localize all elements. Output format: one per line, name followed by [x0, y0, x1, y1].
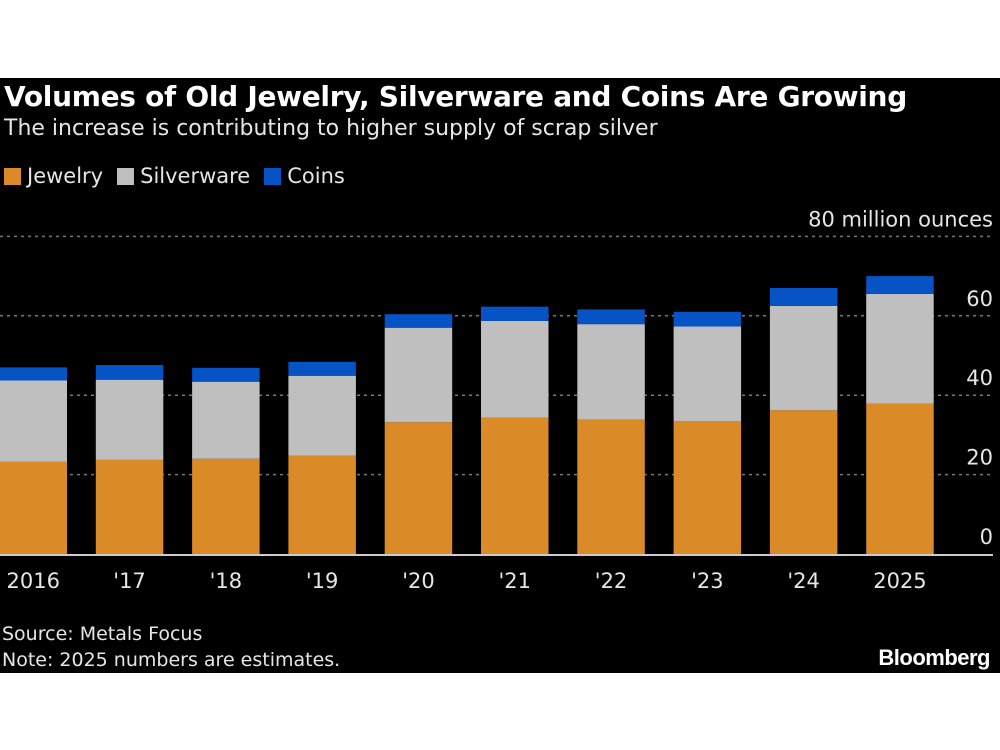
bar-coins [866, 276, 934, 294]
bar-coins [95, 365, 164, 380]
chart-plot: 0 20 40 60 80 million ounces 2016 '17 '18 '19 '20… [0, 207, 993, 593]
x-tick-label: '22 [595, 569, 628, 593]
bar-jewelry [769, 410, 838, 554]
legend-item-silverware: Silverware [117, 164, 250, 188]
legend-swatch [264, 167, 282, 185]
chart-subtitle: The increase is contributing to higher s… [4, 116, 658, 141]
legend-label: Silverware [140, 164, 251, 188]
legend: Jewelry Silverware Coins [4, 164, 345, 188]
y-tick-label: 80 million ounces [808, 207, 993, 231]
bar-coins [577, 309, 645, 325]
bar-jewelry [577, 419, 645, 554]
y-tick-label: 20 [966, 446, 993, 470]
bar-silverware [288, 375, 356, 456]
x-tick-label: '23 [691, 569, 724, 593]
y-tick-label: 40 [966, 366, 993, 390]
footnote: Note: 2025 numbers are estimates. [2, 649, 341, 671]
x-tick-label: '20 [402, 569, 435, 593]
x-tick-label: '19 [306, 569, 339, 593]
legend-label: Coins [287, 164, 345, 188]
bar-coins [384, 314, 453, 328]
bar-jewelry [0, 461, 67, 554]
legend-swatch [117, 167, 135, 185]
y-tick-label: 0 [980, 525, 993, 549]
x-tick-label: 2016 [7, 569, 60, 593]
bar-coins [288, 361, 356, 376]
bar-silverware [866, 293, 934, 404]
bar-jewelry [288, 455, 356, 554]
x-tick-label: '24 [787, 569, 820, 593]
bar-silverware [95, 379, 164, 460]
source-note: Source: Metals Focus [2, 623, 203, 645]
bloomberg-logo: Bloomberg [878, 645, 990, 670]
legend-swatch [4, 167, 21, 185]
bar-silverware [577, 324, 645, 420]
x-tick-label: 2025 [873, 569, 926, 593]
chart-panel: Volumes of Old Jewelry, Silverware and C… [0, 78, 1000, 673]
bar-jewelry [192, 458, 260, 554]
bar-jewelry [95, 459, 164, 554]
bar-silverware [673, 326, 742, 422]
x-tick-label: '17 [113, 569, 146, 593]
bar-silverware [192, 381, 260, 459]
bar-silverware [0, 380, 67, 462]
bar-coins [0, 367, 67, 381]
bar-jewelry [673, 421, 742, 554]
bar-coins [673, 311, 742, 327]
bar-silverware [384, 327, 453, 423]
bar-coins [481, 306, 549, 321]
y-tick-label: 60 [966, 287, 993, 311]
bar-silverware [481, 320, 549, 418]
bar-jewelry [384, 422, 453, 554]
bar-coins [192, 367, 260, 382]
x-tick-label: '21 [499, 569, 532, 593]
bar-jewelry [866, 403, 934, 554]
x-tick-label: '18 [210, 569, 243, 593]
bar-coins [769, 288, 838, 306]
bar-jewelry [481, 417, 549, 554]
legend-item-jewelry: Jewelry [4, 164, 103, 188]
legend-label: Jewelry [27, 164, 104, 188]
bar-silverware [769, 305, 838, 411]
legend-item-coins: Coins [264, 164, 345, 188]
chart-title: Volumes of Old Jewelry, Silverware and C… [4, 80, 907, 113]
